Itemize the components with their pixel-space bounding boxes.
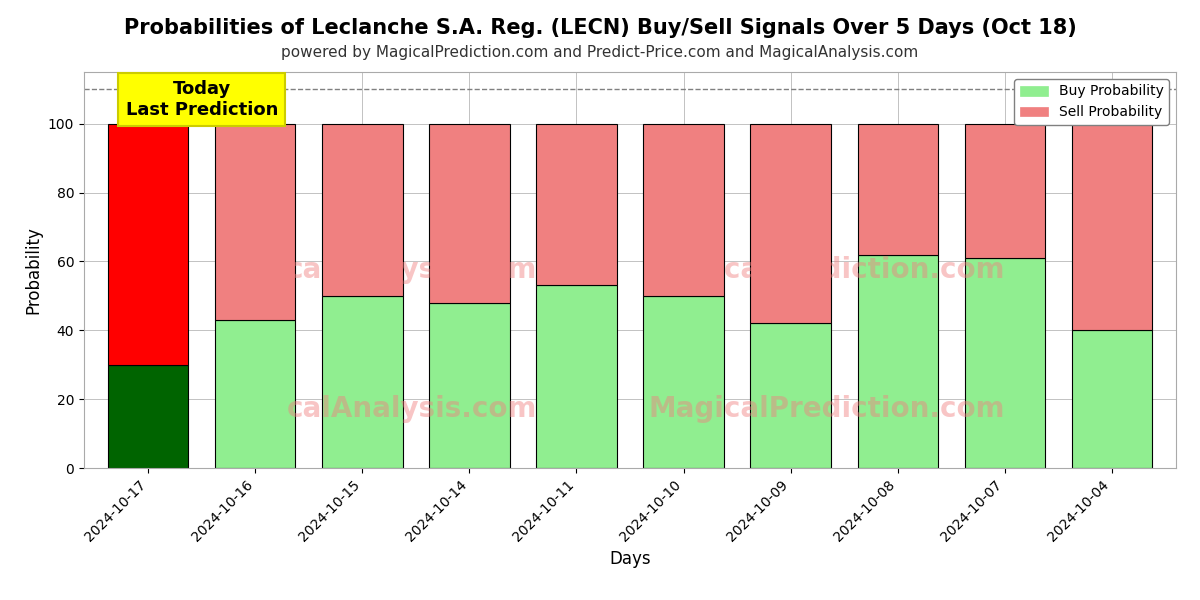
Bar — [643, 124, 724, 296]
Bar — [965, 124, 1045, 258]
Bar — [1072, 330, 1152, 468]
Y-axis label: Probability: Probability — [24, 226, 42, 314]
Text: Probabilities of Leclanche S.A. Reg. (LECN) Buy/Sell Signals Over 5 Days (Oct 18: Probabilities of Leclanche S.A. Reg. (LE… — [124, 18, 1076, 38]
Bar — [430, 303, 510, 468]
Text: MagicalPrediction.com: MagicalPrediction.com — [648, 395, 1004, 422]
Legend: Buy Probability, Sell Probability: Buy Probability, Sell Probability — [1014, 79, 1169, 125]
Bar — [536, 124, 617, 286]
Bar — [323, 296, 402, 468]
Bar — [108, 365, 188, 468]
Text: MagicalPrediction.com: MagicalPrediction.com — [648, 256, 1004, 284]
Bar — [1072, 124, 1152, 330]
Bar — [858, 124, 937, 254]
Bar — [430, 124, 510, 303]
Bar — [536, 286, 617, 468]
Bar — [108, 124, 188, 365]
Bar — [965, 258, 1045, 468]
Bar — [215, 320, 295, 468]
Bar — [323, 124, 402, 296]
Text: Today
Last Prediction: Today Last Prediction — [126, 80, 278, 119]
Bar — [858, 254, 937, 468]
Bar — [643, 296, 724, 468]
Text: calAnalysis.com: calAnalysis.com — [287, 256, 536, 284]
Bar — [215, 124, 295, 320]
X-axis label: Days: Days — [610, 550, 650, 568]
Bar — [750, 124, 830, 323]
Text: powered by MagicalPrediction.com and Predict-Price.com and MagicalAnalysis.com: powered by MagicalPrediction.com and Pre… — [281, 45, 919, 60]
Text: calAnalysis.com: calAnalysis.com — [287, 395, 536, 422]
Bar — [750, 323, 830, 468]
